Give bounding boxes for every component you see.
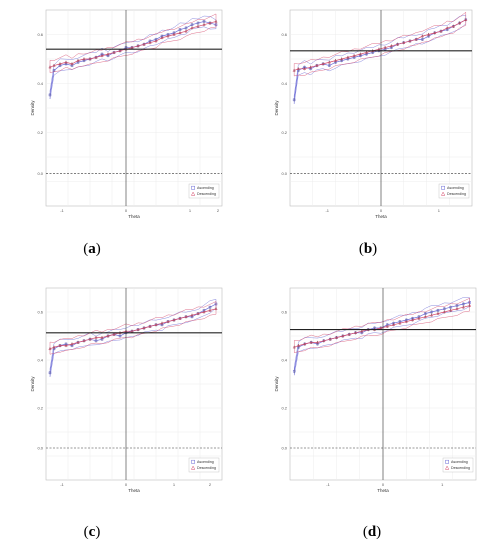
legend-label-ascending: Ascending [447, 186, 464, 190]
x-tick-label: -1 [60, 208, 64, 213]
caption-b: (b) [358, 241, 378, 257]
panel-d: 0.0 0.2 0.4 0.6 -1 0 1 Theta Density Ascending Des… [246, 275, 492, 550]
legend-box [188, 457, 220, 473]
y-tick-label: 0.6 [37, 310, 43, 315]
y-tick-label: 0.0 [37, 446, 43, 451]
legend-label-ascending: Ascending [197, 186, 214, 190]
legend-marker-ascending [191, 459, 195, 464]
caption-a: (a) [83, 241, 101, 257]
y-axis-label: Density [30, 376, 35, 392]
legend-label-descending: Descending [197, 192, 216, 196]
y-tick-label: 0.4 [281, 81, 287, 86]
chart-c: 0.0 0.2 0.4 0.6 -1 0 1 2 Theta Density Ascending De… [30, 287, 223, 493]
chart-a: 0.0 0.2 0.4 0.6 -1 0 1 2 Theta Density Ascending De… [30, 9, 223, 219]
x-tick-label: -1 [326, 482, 330, 487]
x-tick-label: 1 [173, 482, 176, 487]
y-tick-label: 0.2 [281, 130, 287, 135]
caption-letter-d: d [367, 524, 377, 540]
y-tick-label: 0.0 [37, 171, 43, 176]
x-tick-label: 0 [125, 208, 128, 213]
x-tick-label: 0 [125, 482, 128, 487]
x-tick-label: -1 [60, 482, 64, 487]
x-axis-label: Theta [375, 214, 387, 219]
legend-label-descending: Descending [451, 466, 470, 470]
y-axis-label: Density [30, 100, 35, 116]
legend-marker-descending [190, 191, 196, 196]
series-band-ascending [49, 15, 217, 100]
legend-marker-ascending [445, 459, 449, 464]
legend-marker-descending [190, 465, 196, 470]
y-tick-label: 0.6 [37, 32, 43, 37]
y-tick-label: 0.4 [281, 358, 287, 363]
series-band-descending [293, 11, 467, 77]
legend-marker-ascending [191, 185, 195, 190]
x-tick-label: 1 [438, 208, 441, 213]
legend-marker-descending [440, 191, 446, 196]
panel-a: 0.0 0.2 0.4 0.6 -1 0 1 2 Theta Density Ascending De… [0, 0, 246, 275]
x-axis-label: Theta [128, 214, 140, 219]
caption-letter-a: a [88, 241, 96, 257]
x-axis-label: Theta [128, 488, 140, 493]
caption-letter-c: c [88, 524, 96, 540]
y-tick-label: 0.4 [37, 358, 43, 363]
legend-label-ascending: Ascending [197, 460, 214, 464]
legend-marker-ascending [441, 185, 445, 190]
y-axis-label: Density [274, 376, 279, 392]
chart-b: 0.0 0.2 0.4 0.6 -1 0 1 Theta Density Ascending Des… [274, 9, 473, 219]
x-tick-label: 1 [441, 482, 444, 487]
x-tick-label: 2 [209, 482, 212, 487]
y-tick-label: 0.0 [281, 171, 287, 176]
chart-d: 0.0 0.2 0.4 0.6 -1 0 1 Theta Density Ascending Des… [274, 287, 477, 493]
x-tick-label: 1 [189, 208, 192, 213]
caption-letter-b: b [363, 241, 373, 257]
legend-label-ascending: Ascending [451, 460, 468, 464]
series-band-descending [293, 297, 470, 353]
y-tick-label: 0.6 [281, 310, 287, 315]
series-band-descending [49, 13, 217, 74]
x-tick-label: 2 [217, 208, 220, 213]
panel-c: 0.0 0.2 0.4 0.6 -1 0 1 2 Theta Density Ascending De… [0, 275, 246, 550]
legend-box [188, 183, 220, 199]
y-tick-label: 0.6 [281, 32, 287, 37]
y-tick-label: 0.0 [281, 446, 287, 451]
series-band-descending [49, 301, 217, 355]
x-tick-label: -1 [325, 208, 329, 213]
y-tick-label: 0.4 [37, 81, 43, 86]
x-tick-label: 0 [382, 482, 385, 487]
legend-marker-descending [444, 465, 450, 470]
y-tick-label: 0.2 [281, 406, 287, 411]
caption-c: (c) [83, 524, 101, 540]
x-axis-label: Theta [377, 488, 389, 493]
y-tick-label: 0.2 [37, 406, 43, 411]
legend-label-descending: Descending [197, 466, 216, 470]
caption-d: (d) [362, 524, 382, 540]
panel-b: 0.0 0.2 0.4 0.6 -1 0 1 Theta Density Ascending Des… [246, 0, 492, 275]
legend-box [438, 183, 470, 199]
y-axis-label: Density [274, 100, 279, 116]
y-tick-label: 0.2 [37, 130, 43, 135]
legend-label-descending: Descending [447, 192, 466, 196]
legend-box [442, 457, 474, 473]
x-tick-label: 0 [380, 208, 383, 213]
